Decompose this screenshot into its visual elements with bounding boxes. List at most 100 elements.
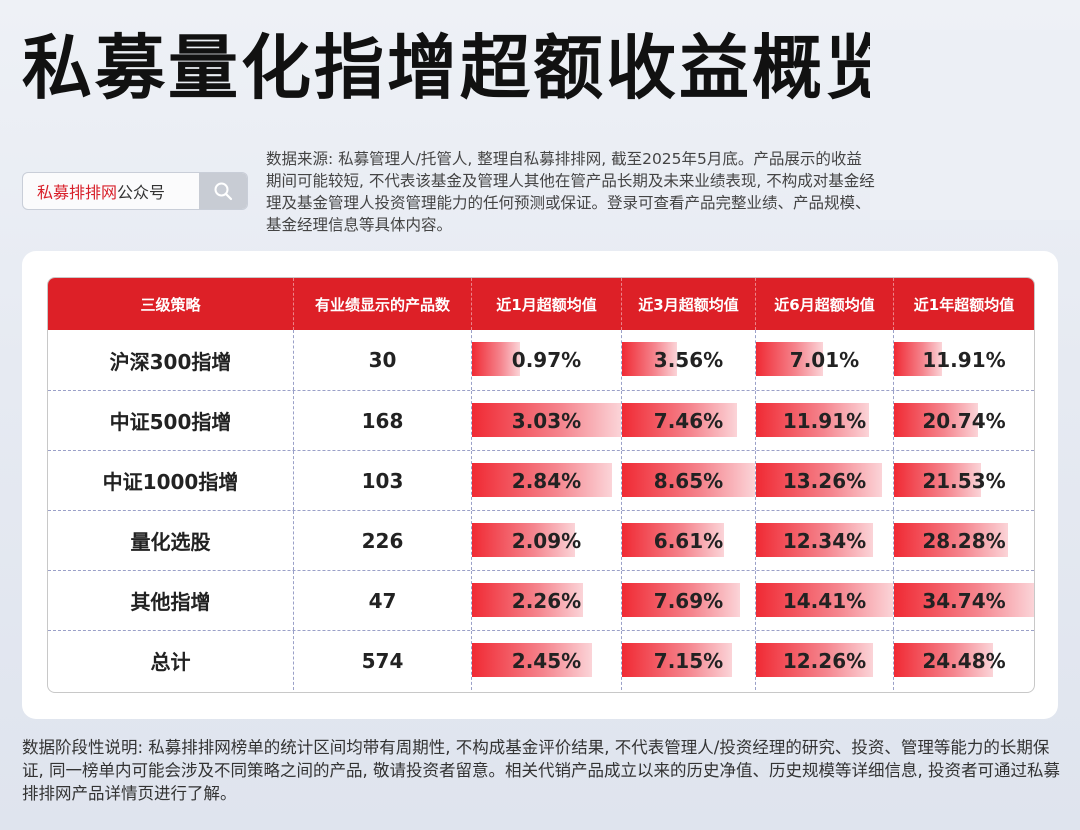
y1-cell: 34.74% [894,571,1034,630]
y1-cell: 28.28% [894,511,1034,570]
m3-bar [622,342,677,376]
m6-value: 13.26% [782,468,867,493]
table-card: 三级策略 有业绩显示的产品数 近1月超额均值 近3月超额均值 近6月超额均值 近… [22,251,1058,719]
m6-value: 11.91% [782,408,867,433]
count-cell: 574 [294,631,472,690]
y1-bar [894,583,1034,617]
m3-cell: 8.65% [622,451,756,510]
m6-bar [756,523,874,557]
m3-cell: 7.15% [622,631,756,690]
table-row-total: 总计 574 2.45% 7.15% 12.26% 24.48% [48,630,1034,690]
y1-bar [894,463,981,497]
m1-value: 3.03% [511,408,582,433]
y1-cell: 20.74% [894,391,1034,450]
m6-value: 12.34% [782,528,867,553]
table-row: 中证1000指增 103 2.84% 8.65% 13.26% 21.53% [48,450,1034,510]
m1-cell: 0.97% [472,330,622,390]
search-button[interactable] [199,173,247,209]
y1-cell: 21.53% [894,451,1034,510]
m6-value: 12.26% [782,648,867,673]
m6-value: 7.01% [789,348,860,372]
m1-bar [472,643,593,677]
strategy-cell: 量化选股 [48,511,294,570]
table-header: 三级策略 有业绩显示的产品数 近1月超额均值 近3月超额均值 近6月超额均值 近… [48,278,1034,330]
m3-cell: 7.69% [622,571,756,630]
m1-bar [472,403,621,437]
header-count: 有业绩显示的产品数 [294,278,472,330]
corner-panel [870,30,1080,220]
m1-cell: 2.45% [472,631,622,690]
m1-cell: 2.84% [472,451,622,510]
count-cell: 47 [294,571,472,630]
search-box[interactable]: 私募排排网 公众号 [22,172,248,210]
m3-value: 6.61% [653,528,724,553]
disclaimer-note: 数据阶段性说明: 私募排排网榜单的统计区间均带有周期性, 不构成基金评价结果, … [22,738,1060,803]
strategy-cell: 其他指增 [48,571,294,630]
count-cell: 30 [294,330,472,390]
page-title: 私募量化指增超额收益概览 [22,27,898,109]
data-source-note: 数据来源: 私募管理人/托管人, 整理自私募排排网, 截至2025年5月底。产品… [266,150,875,234]
y1-value: 20.74% [922,408,1006,433]
y1-bar [894,403,978,437]
strategy-cell: 总计 [48,631,294,690]
m6-cell: 12.34% [756,511,894,570]
m3-cell: 3.56% [622,330,756,390]
m1-value: 2.09% [511,528,582,553]
m6-cell: 12.26% [756,631,894,690]
strategy-cell: 中证1000指增 [48,451,294,510]
m3-bar [622,463,755,497]
y1-value: 24.48% [922,648,1006,673]
m6-cell: 13.26% [756,451,894,510]
m1-value: 2.84% [511,468,582,493]
m3-bar [622,583,741,617]
m6-cell: 14.41% [756,571,894,630]
y1-value: 11.91% [922,348,1006,372]
table-row: 沪深300指增 30 0.97% 3.56% 7.01% 11.91% [48,330,1034,390]
m3-value: 7.15% [653,648,724,673]
table-row: 其他指增 47 2.26% 7.69% 14.41% 34.74% [48,570,1034,630]
table-row: 中证500指增 168 3.03% 7.46% 11.91% 20.74% [48,390,1034,450]
m3-value: 3.56% [653,348,724,372]
y1-bar [894,523,1008,557]
m3-value: 8.65% [653,468,724,493]
m3-value: 7.46% [653,408,724,433]
m1-bar [472,583,584,617]
search-suffix: 公众号 [117,183,166,202]
m3-value: 7.69% [653,588,724,613]
strategy-table: 三级策略 有业绩显示的产品数 近1月超额均值 近3月超额均值 近6月超额均值 近… [47,277,1035,693]
strategy-cell: 沪深300指增 [48,330,294,390]
y1-cell: 24.48% [894,631,1034,690]
m1-value: 2.45% [511,648,582,673]
m1-value: 0.97% [511,348,582,372]
m1-cell: 2.09% [472,511,622,570]
search-icon [214,182,233,201]
m1-bar [472,463,612,497]
m1-cell: 3.03% [472,391,622,450]
m3-bar [622,403,737,437]
header-strategy: 三级策略 [48,278,294,330]
m3-cell: 7.46% [622,391,756,450]
header-m6: 近6月超额均值 [756,278,894,330]
m3-cell: 6.61% [622,511,756,570]
search-brand: 私募排排网 [37,183,118,202]
m6-cell: 11.91% [756,391,894,450]
count-cell: 103 [294,451,472,510]
m1-cell: 2.26% [472,571,622,630]
header-m1: 近1月超额均值 [472,278,622,330]
y1-value: 34.74% [922,588,1006,613]
y1-value: 28.28% [922,528,1006,553]
y1-bar [894,643,993,677]
header-m3: 近3月超额均值 [622,278,756,330]
m6-bar [756,342,823,376]
y1-cell: 11.91% [894,330,1034,390]
y1-bar [894,342,942,376]
m6-bar [756,403,870,437]
m6-bar [756,643,873,677]
m6-cell: 7.01% [756,330,894,390]
m3-bar [622,643,732,677]
strategy-cell: 中证500指增 [48,391,294,450]
header-y1: 近1年超额均值 [913,295,1015,314]
m6-bar [756,583,893,617]
search-label: 私募排排网 公众号 [23,173,199,209]
m1-bar [472,342,520,376]
